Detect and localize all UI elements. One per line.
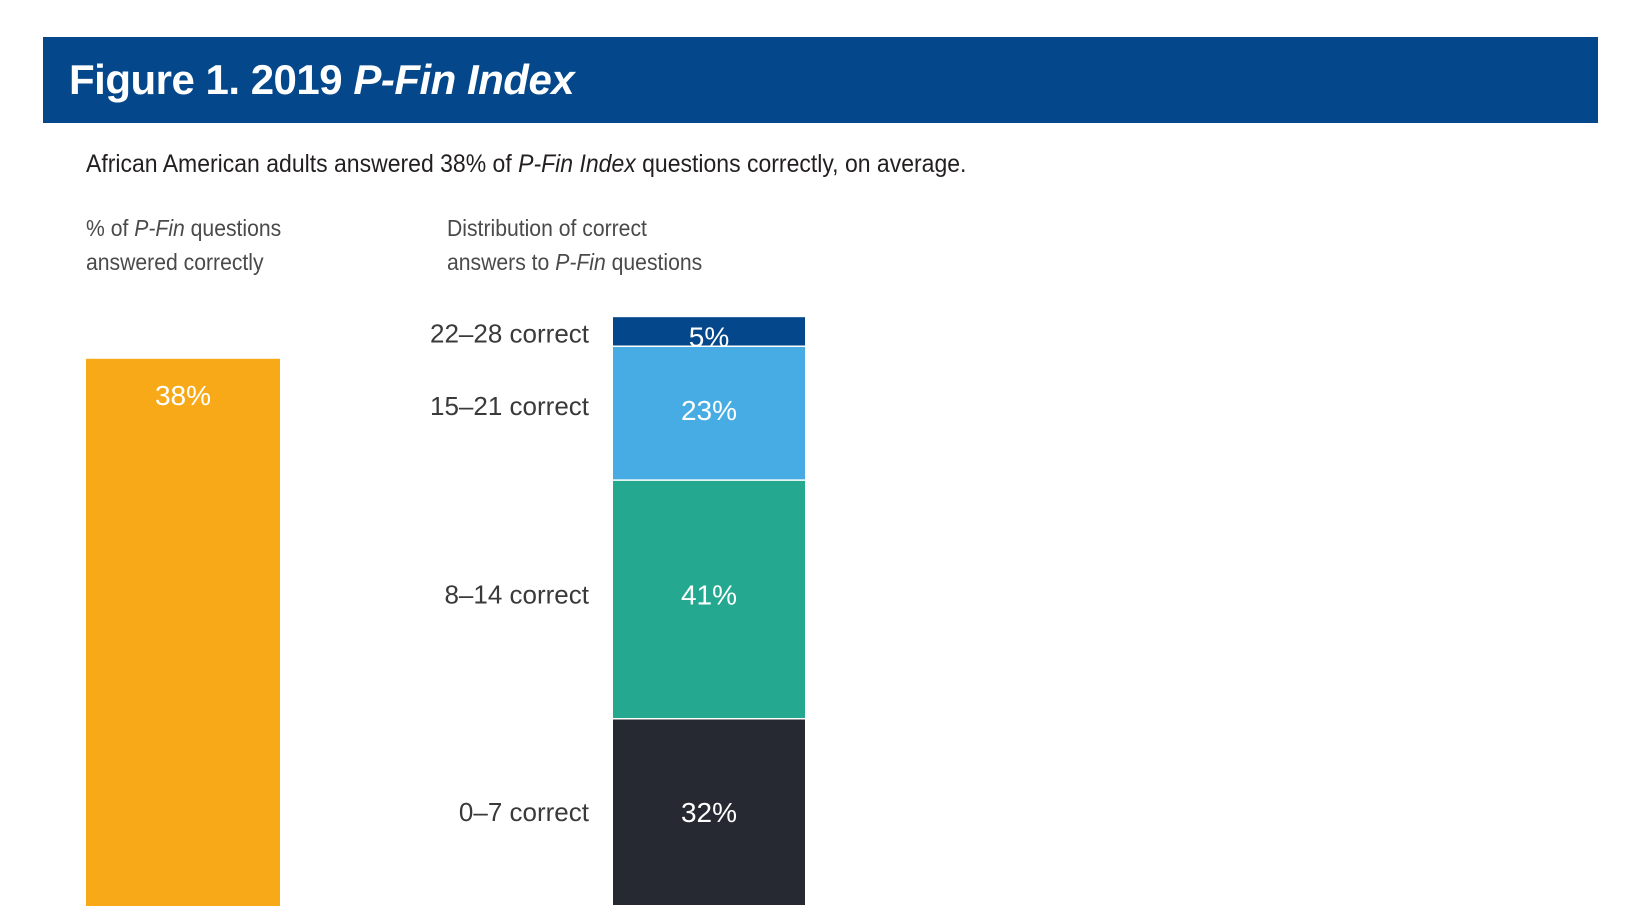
left-column-heading: % of P-Fin questions answered correctly xyxy=(86,215,282,275)
figure-title: Figure 1. 2019 P-Fin Index xyxy=(69,56,575,103)
segment-0-7-correct xyxy=(613,718,805,905)
segment-15-21-category-label: 15–21 correct xyxy=(430,391,590,421)
segment-8-14-correct xyxy=(613,480,805,719)
segment-22-28-category-label: 22–28 correct xyxy=(430,319,590,349)
segment-8-14-value-label: 41% xyxy=(681,579,737,610)
segment-0-7-category-label: 0–7 correct xyxy=(459,797,590,827)
right-column-heading: Distribution of correct answers to P-Fin… xyxy=(447,215,703,275)
average-correct-bar xyxy=(86,358,280,906)
segment-15-21-value-label: 23% xyxy=(681,395,737,426)
segment-0-7-value-label: 32% xyxy=(681,797,737,828)
average-correct-value-label: 38% xyxy=(155,380,211,411)
segment-8-14-category-label: 8–14 correct xyxy=(444,579,589,609)
segment-22-28-correct xyxy=(613,317,805,347)
segment-22-28-value-label: 5% xyxy=(689,322,729,353)
segment-15-21-correct xyxy=(613,346,805,481)
chart-subtitle: African American adults answered 38% of … xyxy=(86,150,967,178)
figure-title-banner: Figure 1. 2019 P-Fin Index xyxy=(43,37,1598,123)
